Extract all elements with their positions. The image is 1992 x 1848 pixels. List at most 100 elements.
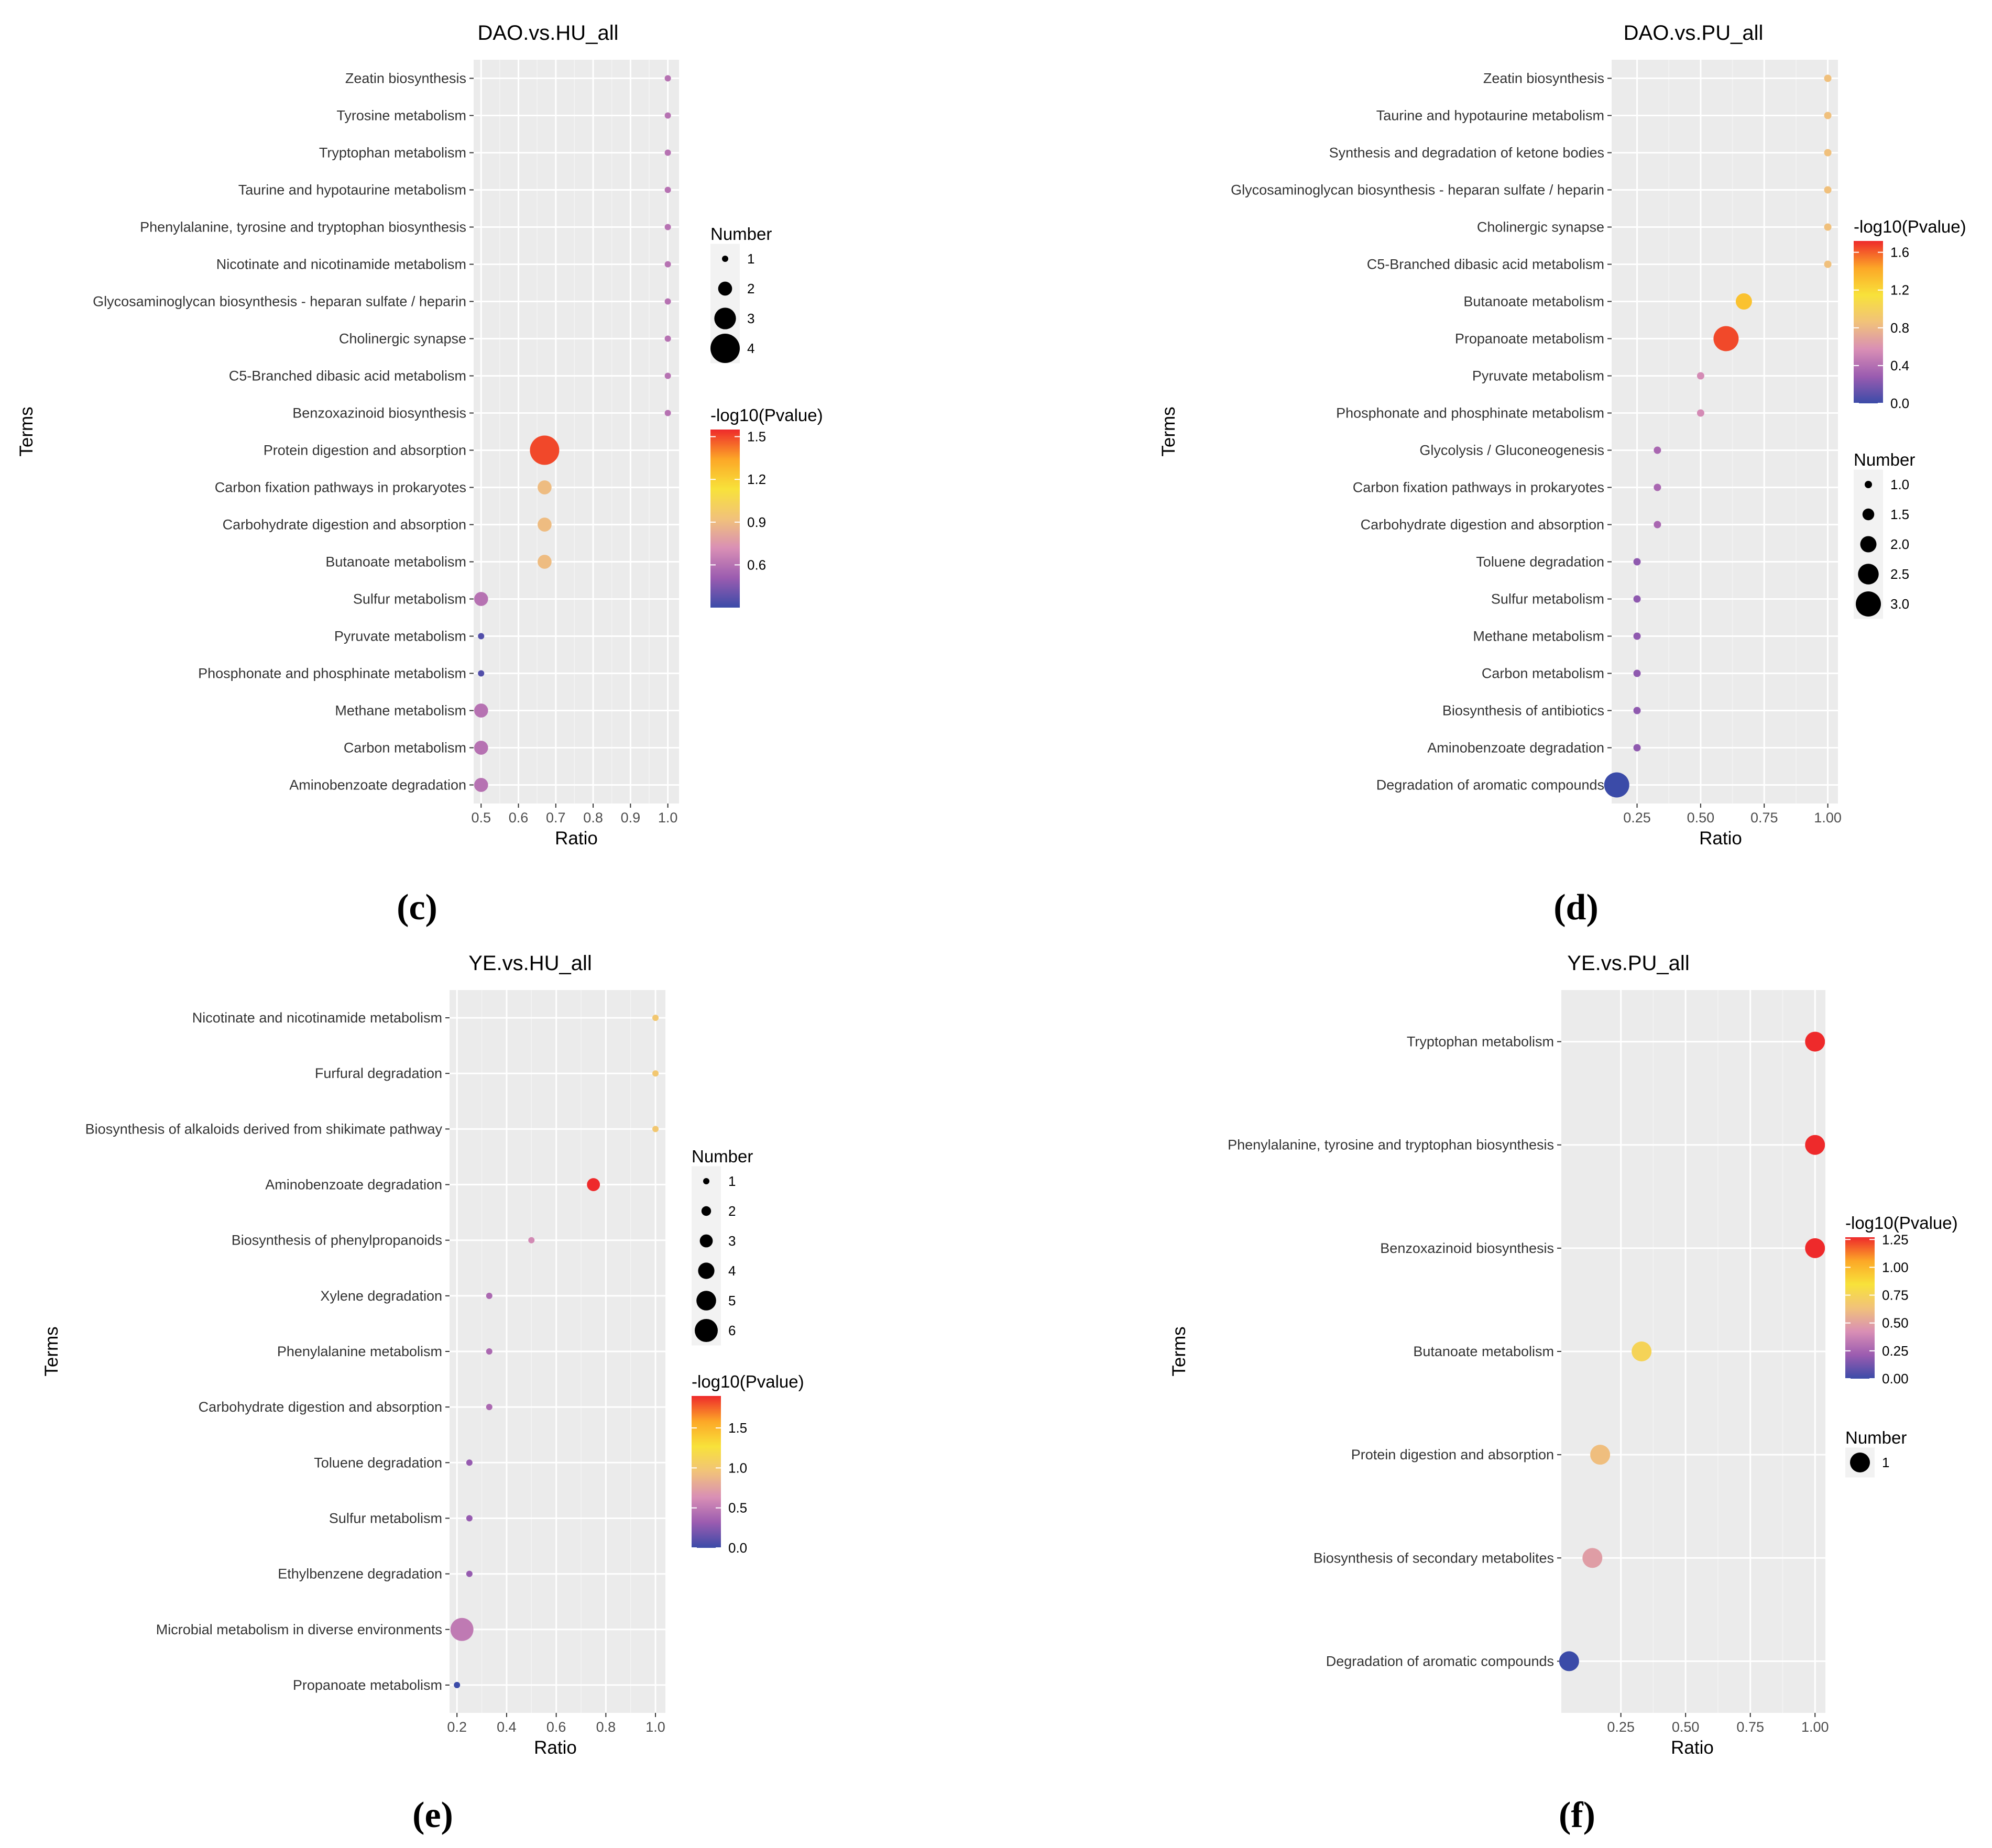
data-point (652, 1015, 659, 1021)
data-point (528, 1237, 535, 1244)
size-legend-dot (703, 1178, 709, 1184)
term-label: Benzoxazinoid biosynthesis (292, 405, 466, 421)
data-point (1633, 595, 1641, 603)
x-tick-label: 0.2 (447, 1719, 467, 1735)
term-label: Zeatin biosynthesis (1483, 71, 1604, 86)
data-point (1654, 446, 1661, 454)
size-legend-dot (696, 1291, 716, 1311)
term-label: Phosphonate and phosphinate metabolism (1336, 405, 1604, 421)
data-point (1559, 1651, 1579, 1671)
term-label: Phenylalanine metabolism (277, 1344, 442, 1359)
colorbar (1845, 1237, 1875, 1379)
x-tick-label: 1.00 (1814, 810, 1842, 826)
colorbar (1854, 241, 1883, 403)
size-legend-dot (718, 281, 732, 296)
data-point (1633, 669, 1641, 677)
data-point (664, 410, 671, 416)
colorbar-label: 0.0 (1890, 395, 1909, 411)
term-label: Zeatin biosynthesis (345, 71, 466, 86)
term-label: Cholinergic synapse (1477, 219, 1604, 235)
term-label: Aminobenzoate degradation (289, 777, 466, 793)
data-point (664, 75, 671, 82)
colorbar (710, 430, 740, 608)
chart-title: DAO.vs.PU_all (1624, 21, 1764, 45)
data-point (474, 778, 488, 792)
x-tick-label: 0.7 (546, 810, 566, 826)
term-label: C5-Branched dibasic acid metabolism (229, 368, 466, 384)
data-point (1824, 260, 1832, 268)
color-legend-title: -log10(Pvalue) (1845, 1213, 1958, 1233)
term-label: Tryptophan metabolism (319, 145, 466, 161)
data-point (474, 741, 488, 755)
x-tick-label: 0.6 (546, 1719, 566, 1735)
colorbar (692, 1396, 721, 1548)
data-point (466, 1515, 473, 1522)
term-label: Sulfur metabolism (1491, 591, 1604, 607)
panel-d: 0.25 0.50 0.75 1.00 Zeatin biosynthesis Tauri… (1158, 21, 1966, 928)
size-legend-label: 6 (728, 1323, 736, 1338)
data-point (1824, 149, 1832, 157)
size-legend-title: Number (692, 1147, 753, 1166)
data-point (1805, 1238, 1825, 1258)
data-point (1633, 632, 1641, 640)
size-legend-dot (710, 334, 740, 363)
term-label: Protein digestion and absorption (264, 443, 466, 458)
data-point (587, 1178, 600, 1191)
data-point (664, 261, 671, 268)
data-point (486, 1404, 492, 1411)
x-tick-label: 0.25 (1623, 810, 1651, 826)
y-axis-label: Terms (41, 1326, 62, 1376)
term-label: Nicotinate and nicotinamide metabolism (192, 1010, 442, 1026)
term-label: Toluene degradation (314, 1455, 442, 1470)
chart-title: YE.vs.HU_all (468, 952, 592, 975)
term-label: Glycosaminoglycan biosynthesis - heparan… (93, 294, 466, 310)
size-legend-label: 1.0 (1890, 477, 1909, 492)
term-label: Cholinergic synapse (339, 331, 466, 347)
data-point (1633, 707, 1641, 714)
size-legend-label: 2.5 (1890, 566, 1909, 582)
x-tick-label: 0.4 (497, 1719, 517, 1735)
term-label: Methane metabolism (335, 703, 466, 719)
data-point (466, 1459, 473, 1466)
data-point (450, 1618, 474, 1641)
panel-label: (c) (397, 887, 437, 928)
colorbar-label: 1.00 (1882, 1259, 1909, 1275)
x-tick-label: 0.50 (1687, 810, 1715, 826)
term-label: Phosphonate and phosphinate metabolism (198, 666, 466, 681)
size-legend-dot (1860, 536, 1877, 553)
data-point (1632, 1341, 1652, 1361)
colorbar-label: 1.2 (1890, 282, 1909, 298)
term-label: Toluene degradation (1476, 554, 1604, 570)
x-tick-label: 0.75 (1736, 1719, 1764, 1735)
colorbar-label: 1.2 (747, 471, 766, 487)
size-legend-dot (1858, 564, 1879, 585)
data-point (1824, 112, 1832, 119)
size-legend-label: 4 (747, 340, 754, 356)
data-point (1697, 409, 1704, 417)
term-label: Aminobenzoate degradation (1427, 740, 1604, 756)
term-label: Butanoate metabolism (325, 554, 466, 570)
size-legend-title: Number (1845, 1428, 1907, 1447)
data-point (478, 670, 485, 677)
data-point (664, 298, 671, 305)
data-point (474, 703, 488, 718)
plot-area (1612, 60, 1838, 804)
term-label: Tryptophan metabolism (1407, 1034, 1554, 1050)
data-point (1604, 772, 1629, 798)
colorbar-label: 1.0 (728, 1460, 747, 1476)
size-legend: Number 1 (1845, 1428, 1907, 1478)
colorbar-label: 1.5 (728, 1420, 747, 1436)
data-point (1735, 293, 1752, 310)
data-point (538, 555, 552, 569)
term-label: Benzoxazinoid biosynthesis (1380, 1240, 1554, 1256)
term-label: Carbon fixation pathways in prokaryotes (1353, 480, 1604, 496)
size-legend-dot (695, 1319, 718, 1342)
color-legend: -log10(Pvalue) 1.5 1.0 0.5 0.0 (692, 1372, 804, 1556)
term-label: Nicotinate and nicotinamide metabolism (216, 257, 466, 272)
term-label: Pyruvate metabolism (334, 629, 466, 644)
colorbar-label: 0.0 (728, 1540, 747, 1556)
colorbar-label: 0.50 (1882, 1315, 1909, 1331)
data-point (664, 372, 671, 379)
size-legend-label: 2.0 (1890, 536, 1909, 552)
